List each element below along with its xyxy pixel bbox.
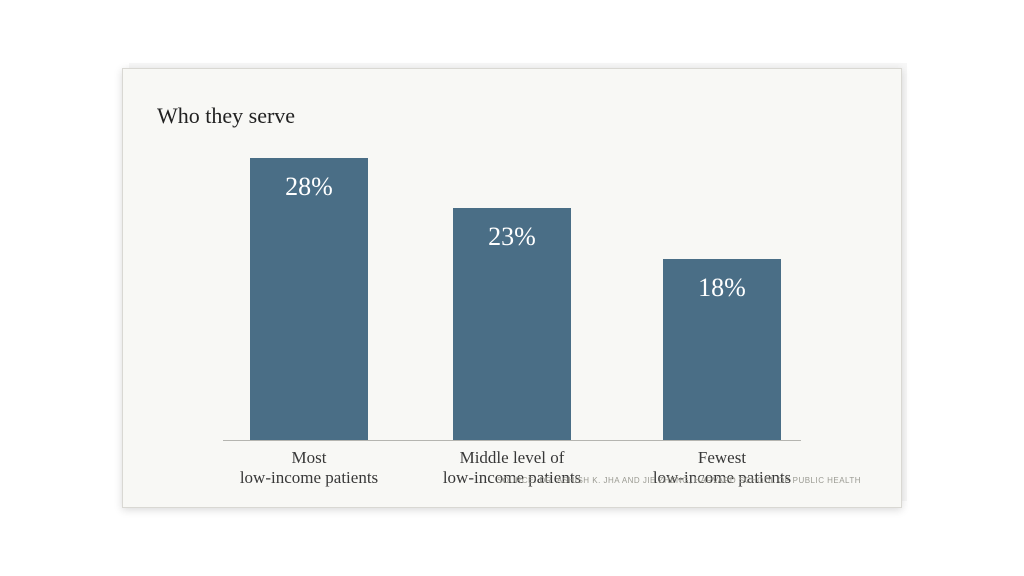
bar-group-2: 18% Fewest low-income patients <box>663 259 781 440</box>
bar-0: 28% <box>250 158 368 440</box>
bar-label-0: Most low-income patients <box>199 448 419 488</box>
bar-value-label: 18% <box>698 273 746 303</box>
bar-group-1: 23% Middle level of low-income patients <box>453 208 571 440</box>
source-line: Source: Dr. Ashish K. Jha and Jie Zheng,… <box>497 476 861 485</box>
bar-label-line: Fewest <box>612 448 832 468</box>
bar-value-label: 28% <box>285 172 333 202</box>
bar-2: 18% <box>663 259 781 440</box>
bar-label-line: low-income patients <box>199 468 419 488</box>
bar-value-label: 23% <box>488 222 536 252</box>
bar-label-line: Most <box>199 448 419 468</box>
chart-plot-area: 28% Most low-income patients 23% Middle … <box>223 139 801 441</box>
bar-group-0: 28% Most low-income patients <box>250 158 368 440</box>
bar-label-line: Middle level of <box>402 448 622 468</box>
bar-1: 23% <box>453 208 571 440</box>
chart-title: Who they serve <box>157 103 295 129</box>
chart-card: Who they serve 28% Most low-income patie… <box>122 68 902 508</box>
